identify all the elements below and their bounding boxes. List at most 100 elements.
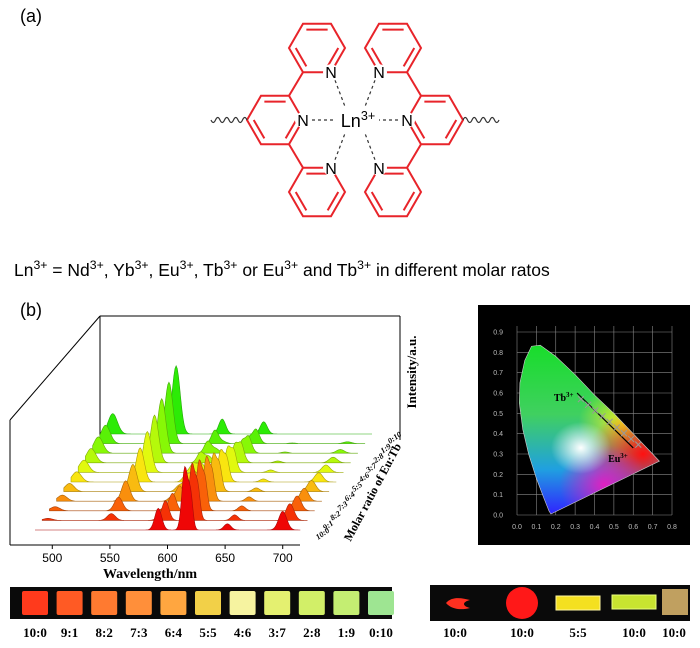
y-tick-label: 0.9 <box>493 330 503 337</box>
frame <box>9 315 401 546</box>
sample <box>662 589 688 615</box>
center-atom-sup: 3+ <box>361 109 375 123</box>
atom-mask <box>295 112 311 128</box>
atom-label: N <box>325 65 337 82</box>
atom-label: N <box>325 161 337 178</box>
sample-label: 10:0 <box>23 625 47 640</box>
y-tick-label: 0.2 <box>493 472 503 479</box>
caption-sup: 3+ <box>284 258 298 272</box>
bond <box>406 143 422 169</box>
cie-arrow <box>576 392 634 449</box>
cie-point <box>634 441 642 449</box>
sample-label: 5:5 <box>199 625 217 640</box>
frame-line <box>9 315 101 421</box>
cie-label-sup: 3+ <box>566 391 574 399</box>
atom-mask <box>323 64 339 81</box>
atom-mask <box>371 159 387 176</box>
y-tick-label: 0.7 <box>493 370 503 377</box>
caption-sup: 3+ <box>180 258 194 272</box>
double-bond <box>252 119 266 139</box>
caption-sup: 3+ <box>223 258 237 272</box>
caption-text: and Tb <box>298 260 357 280</box>
ring <box>245 94 305 146</box>
sample <box>195 591 221 615</box>
caption-sup: 3+ <box>90 258 104 272</box>
cie-label: Eu3+ <box>608 452 628 465</box>
x-tick-label: 0.7 <box>648 524 658 531</box>
caption-text: , Eu <box>149 260 180 280</box>
panel-label: (b) <box>20 300 42 320</box>
atom-label: N <box>401 113 413 130</box>
coordination-bond <box>363 130 376 160</box>
x-tick-label: 700 <box>273 551 293 565</box>
sample-label: 10:0 <box>510 625 534 640</box>
cie-point <box>599 412 606 420</box>
x-tick-label: 0.5 <box>609 524 619 531</box>
sample-label: 10:0 <box>622 625 646 640</box>
atom-mask <box>323 159 339 176</box>
x-tick-label: 0.0 <box>512 524 522 531</box>
double-bond <box>402 191 416 211</box>
sample <box>368 591 394 615</box>
x-tick-label: 500 <box>42 551 62 565</box>
sample <box>125 591 152 615</box>
caption-sup: 3+ <box>357 258 371 272</box>
y-tick-label: 0.5 <box>493 411 503 418</box>
bond <box>406 71 422 97</box>
sample <box>160 591 187 615</box>
y-tick-label: 0.4 <box>493 431 503 438</box>
bond <box>288 71 304 97</box>
atom-label: N <box>373 161 385 178</box>
spectrum <box>99 381 365 444</box>
sample <box>264 591 291 615</box>
sample-label: 2:8 <box>303 625 321 640</box>
sample-label: 10:0 <box>443 625 467 640</box>
sample <box>611 594 657 610</box>
caption-text: = Nd <box>47 260 89 280</box>
atom-mask <box>399 112 415 128</box>
y-axis-label: Intensity/a.u. <box>404 336 419 409</box>
x-tick-label: 0.3 <box>570 524 580 531</box>
sample <box>56 591 83 615</box>
double-bond <box>326 47 340 67</box>
caption-text: in different molar ratos <box>371 260 550 280</box>
caption: Ln3+ = Nd3+, Yb3+, Eu3+, Tb3+ or Eu3+ an… <box>14 258 550 280</box>
sample-label: 0:10 <box>369 625 393 640</box>
double-bond <box>294 191 308 211</box>
x-tick-label: 600 <box>157 551 177 565</box>
spectrum <box>106 365 372 435</box>
atom-mask <box>371 64 387 81</box>
cie-point <box>606 418 613 426</box>
caption-text: or Eu <box>237 260 284 280</box>
double-bond <box>370 47 384 67</box>
cie-label-base: Eu <box>608 454 621 465</box>
double-bond <box>326 191 340 211</box>
double-bond <box>444 119 458 139</box>
sample-label: 5:5 <box>569 625 587 640</box>
center-atom-base: Ln <box>341 111 361 131</box>
double-bond <box>284 119 298 139</box>
x-tick-label: 0.8 <box>667 524 677 531</box>
x-tick-label: 0.4 <box>590 524 600 531</box>
bond <box>288 143 304 169</box>
cie-fill <box>550 421 611 474</box>
cie-point <box>620 429 628 437</box>
coordination-bond <box>334 80 347 110</box>
panel-label: (a) <box>20 6 42 26</box>
cie-locus <box>519 344 660 515</box>
spectrum <box>41 462 308 521</box>
atom-label: N <box>373 65 385 82</box>
cie-point <box>613 424 621 431</box>
cie-point <box>591 407 599 414</box>
y-tick-label: 0.6 <box>493 391 503 398</box>
y-tick-label: 0.8 <box>493 350 503 357</box>
caption-text: , Tb <box>194 260 224 280</box>
x-axis-label: Wavelength/nm <box>103 567 197 582</box>
double-bond <box>412 119 426 139</box>
sample <box>506 587 538 619</box>
structure <box>210 22 500 218</box>
sample-label: 4:6 <box>234 625 252 640</box>
atom-mask <box>337 106 379 132</box>
atom-label: N <box>297 113 309 130</box>
